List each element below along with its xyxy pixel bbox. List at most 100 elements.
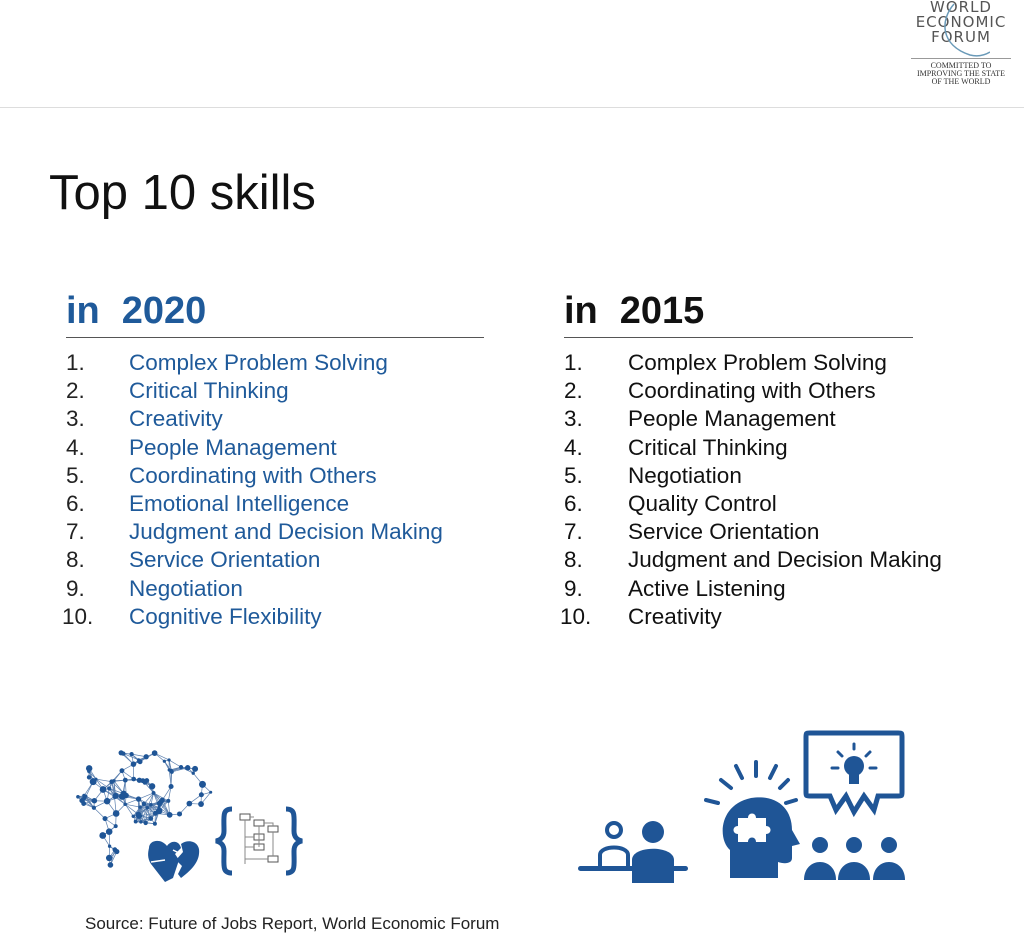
- heading-year: 2020: [121, 290, 207, 332]
- skill-item: 7. Judgment and Decision Making: [66, 519, 484, 547]
- network-node: [112, 810, 120, 817]
- heading-prefix: in: [66, 290, 100, 332]
- network-edge: [93, 807, 106, 819]
- skills-2015-column: in 2015 1. Complex Problem Solving 2. Coordi…: [560, 290, 942, 632]
- skill-label: Creativity: [129, 406, 223, 432]
- network-node: [105, 854, 113, 862]
- skill-item: 5. Negotiation: [564, 463, 913, 491]
- skill-label: Service Orientation: [129, 547, 321, 573]
- logo-divider: [911, 58, 1011, 59]
- skill-rank: 3.: [564, 406, 583, 432]
- network-node: [148, 816, 154, 821]
- network-node: [143, 754, 149, 760]
- heading-prefix: in: [564, 290, 598, 332]
- puzzle-heart-icon: [148, 840, 200, 882]
- network-edge: [125, 803, 141, 808]
- skills-list: 1. Complex Problem Solving 2. Coordinating …: [560, 350, 942, 632]
- skill-item: 4. People Management: [66, 435, 484, 463]
- network-node: [209, 790, 213, 794]
- network-node: [130, 761, 137, 767]
- network-node: [168, 783, 174, 790]
- skill-item: 8. Service Orientation: [66, 547, 484, 575]
- skill-label: Negotiation: [628, 462, 742, 488]
- network-node: [167, 768, 171, 772]
- logo-line: WORLD: [930, 0, 992, 16]
- skill-rank: 8.: [564, 547, 583, 573]
- network-node: [143, 820, 148, 826]
- network-edge: [144, 782, 154, 794]
- skill-label: Complex Problem Solving: [129, 350, 388, 375]
- skill-item: 6. Emotional Intelligence: [66, 491, 484, 519]
- network-node: [166, 798, 171, 803]
- network-edge: [95, 778, 112, 783]
- skill-rank: 6.: [564, 490, 583, 516]
- network-node: [178, 765, 184, 770]
- skill-rank: 9.: [66, 575, 85, 601]
- heading-year: 2015: [619, 290, 705, 332]
- skill-item: 2. Coordinating with Others: [564, 378, 913, 406]
- network-node: [113, 824, 118, 829]
- skill-item: 10. Cognitive Flexibility: [62, 603, 484, 632]
- network-node: [166, 811, 173, 818]
- network-node: [99, 832, 107, 839]
- skill-label: Negotiation: [129, 575, 243, 601]
- skill-label: Coordinating with Others: [129, 462, 377, 488]
- network-edge: [153, 792, 169, 802]
- network-node: [107, 844, 112, 848]
- skill-rank: 2.: [66, 378, 85, 404]
- network-node: [141, 801, 147, 807]
- skill-rank: 7.: [66, 519, 85, 545]
- skill-label: Complex Problem Solving: [628, 350, 887, 375]
- network-node: [103, 797, 111, 805]
- network-node: [131, 814, 136, 819]
- network-node: [135, 796, 142, 802]
- network-node: [149, 783, 156, 790]
- skill-item: 5. Coordinating with Others: [66, 463, 484, 491]
- skill-label: Critical Thinking: [129, 378, 289, 404]
- network-edge: [168, 759, 182, 768]
- network-edge: [138, 792, 154, 800]
- source-citation: Source: Future of Jobs Report, World Eco…: [85, 914, 500, 933]
- network-edge: [133, 803, 145, 817]
- people-at-desk-icon: [578, 821, 688, 883]
- network-node: [156, 807, 163, 815]
- skills-2020-column: in 2020 1. Complex Problem Solving 2. Critic…: [62, 290, 484, 632]
- flowchart-braces-icon: [215, 806, 303, 876]
- skill-item: 10. Creativity: [560, 603, 913, 632]
- network-node: [192, 765, 199, 772]
- skill-rank: 3.: [66, 406, 85, 432]
- skills-list: 1. Complex Problem Solving 2. Critical Thin…: [62, 350, 484, 632]
- network-edge: [140, 807, 148, 823]
- network-node: [102, 816, 108, 822]
- network-edge: [150, 792, 154, 805]
- network-node: [122, 777, 128, 783]
- skill-item: 4. Critical Thinking: [564, 435, 913, 463]
- skill-rank: 10.: [560, 603, 592, 629]
- network-node: [169, 769, 174, 774]
- skill-label: Creativity: [628, 603, 722, 629]
- skill-rank: 4.: [66, 434, 85, 460]
- logo-tagline: COMMITTED TO: [930, 61, 992, 70]
- network-node: [85, 765, 93, 772]
- skill-rank: 9.: [564, 575, 583, 601]
- network-edge: [124, 804, 134, 817]
- network-node: [133, 819, 138, 824]
- column-heading: in 2020: [66, 290, 484, 338]
- network-node: [198, 792, 204, 798]
- network-node: [91, 798, 98, 804]
- network-edge: [95, 778, 110, 789]
- skill-rank: 1.: [66, 350, 85, 375]
- skill-item: 3. Creativity: [66, 406, 484, 434]
- logo-tagline: OF THE WORLD: [931, 77, 991, 86]
- skill-label: Cognitive Flexibility: [129, 603, 322, 629]
- skill-rank: 2.: [564, 378, 583, 404]
- skill-label: Critical Thinking: [628, 434, 788, 460]
- skill-label: Judgment and Decision Making: [628, 547, 942, 573]
- skill-rank: 8.: [66, 547, 85, 573]
- network-node: [129, 752, 134, 757]
- column-heading: in 2015: [564, 290, 913, 338]
- skill-rank: 7.: [564, 519, 583, 545]
- skill-label: Quality Control: [628, 490, 777, 516]
- network-node: [167, 758, 171, 762]
- network-node: [86, 775, 92, 780]
